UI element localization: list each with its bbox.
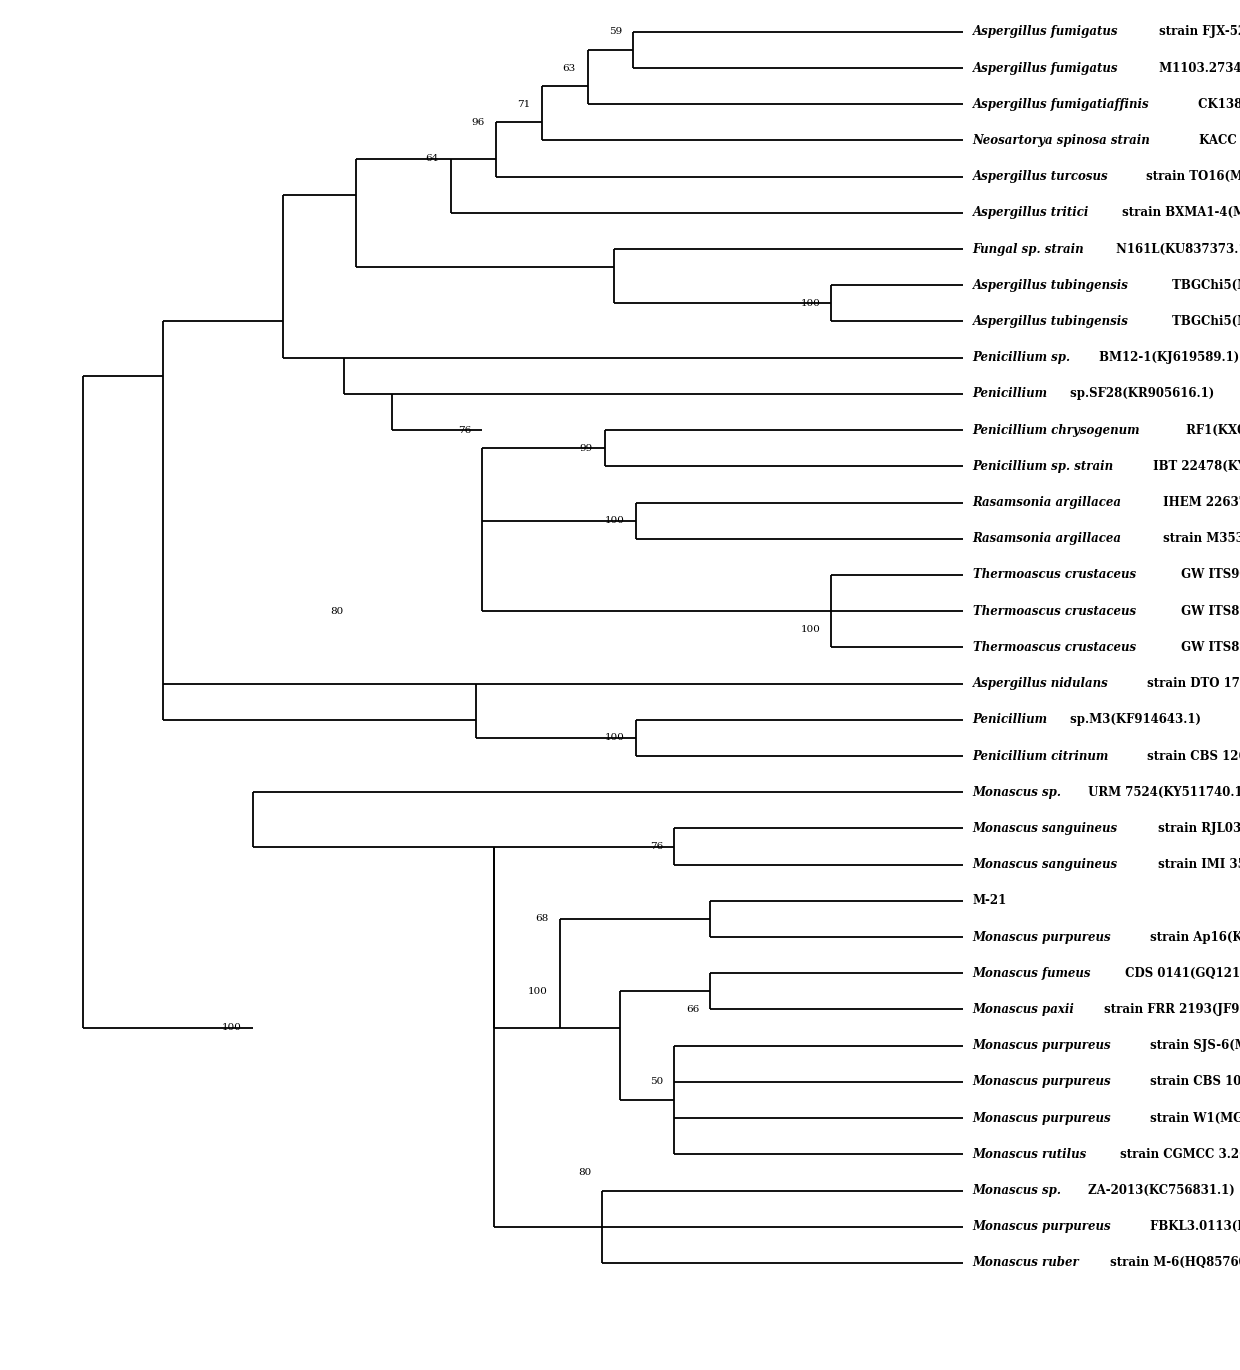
Text: ZA-2013(KC756831.1): ZA-2013(KC756831.1) bbox=[1084, 1184, 1235, 1197]
Text: M1103.2734(KJ175458.1): M1103.2734(KJ175458.1) bbox=[1154, 62, 1240, 74]
Text: Fungal sp. strain: Fungal sp. strain bbox=[972, 242, 1084, 256]
Text: strain FRR 2193(JF922051.1): strain FRR 2193(JF922051.1) bbox=[1100, 1003, 1240, 1017]
Text: Monascus purpureus: Monascus purpureus bbox=[972, 930, 1111, 944]
Text: strain Ap16(KY953214.1): strain Ap16(KY953214.1) bbox=[1146, 930, 1240, 944]
Text: strain IMI 356821(AY629428.1): strain IMI 356821(AY629428.1) bbox=[1154, 858, 1240, 871]
Text: Neosartorya spinosa strain: Neosartorya spinosa strain bbox=[972, 134, 1151, 147]
Text: Aspergillus nidulans: Aspergillus nidulans bbox=[972, 677, 1109, 690]
Text: sp.M3(KF914643.1): sp.M3(KF914643.1) bbox=[1066, 714, 1202, 726]
Text: strain SJS-6(MG050047.1): strain SJS-6(MG050047.1) bbox=[1146, 1040, 1240, 1052]
Text: sp.SF28(KR905616.1): sp.SF28(KR905616.1) bbox=[1066, 388, 1215, 400]
Text: Monascus sanguineus: Monascus sanguineus bbox=[972, 858, 1117, 871]
Text: strain FJX-52Y-2(MN588063.1): strain FJX-52Y-2(MN588063.1) bbox=[1154, 25, 1240, 38]
Text: Monascus sp.: Monascus sp. bbox=[972, 786, 1061, 799]
Text: Monascus paxii: Monascus paxii bbox=[972, 1003, 1075, 1017]
Text: 96: 96 bbox=[471, 118, 485, 127]
Text: Monascus ruber: Monascus ruber bbox=[972, 1256, 1079, 1270]
Text: Monascus sp.: Monascus sp. bbox=[972, 1184, 1061, 1197]
Text: strain TO16(MG016453.1): strain TO16(MG016453.1) bbox=[1142, 170, 1240, 184]
Text: GW ITS82(KX912071.1): GW ITS82(KX912071.1) bbox=[1177, 604, 1240, 618]
Text: 80: 80 bbox=[330, 607, 343, 615]
Text: RF1(KX011010.1): RF1(KX011010.1) bbox=[1182, 423, 1240, 437]
Text: Aspergillus tritici: Aspergillus tritici bbox=[972, 207, 1089, 219]
Text: Penicillium: Penicillium bbox=[972, 388, 1048, 400]
Text: Penicillium sp. strain: Penicillium sp. strain bbox=[972, 460, 1114, 473]
Text: 100: 100 bbox=[605, 733, 625, 743]
Text: IBT 22478(KY989173.1): IBT 22478(KY989173.1) bbox=[1149, 460, 1240, 473]
Text: Aspergillus fumigatus: Aspergillus fumigatus bbox=[972, 25, 1118, 38]
Text: Monascus purpureus: Monascus purpureus bbox=[972, 1075, 1111, 1088]
Text: 68: 68 bbox=[534, 914, 548, 923]
Text: Monascus purpureus: Monascus purpureus bbox=[972, 1040, 1111, 1052]
Text: KACC 41162(JN943590.1): KACC 41162(JN943590.1) bbox=[1195, 134, 1240, 147]
Text: 66: 66 bbox=[686, 1006, 699, 1014]
Text: FBKL3.0113(KY828866.1): FBKL3.0113(KY828866.1) bbox=[1146, 1221, 1240, 1233]
Text: Monascus rutilus: Monascus rutilus bbox=[972, 1148, 1086, 1160]
Text: GW ITS82(KX912071.1): GW ITS82(KX912071.1) bbox=[1177, 641, 1240, 653]
Text: Penicillium citrinum: Penicillium citrinum bbox=[972, 749, 1109, 763]
Text: Penicillium sp.: Penicillium sp. bbox=[972, 351, 1070, 364]
Text: Aspergillus fumigatiaffinis: Aspergillus fumigatiaffinis bbox=[972, 97, 1149, 111]
Text: 71: 71 bbox=[517, 100, 529, 108]
Text: 100: 100 bbox=[801, 299, 821, 308]
Text: IHEM 22637(GU165723.1): IHEM 22637(GU165723.1) bbox=[1159, 496, 1240, 510]
Text: Aspergillus tubingensis: Aspergillus tubingensis bbox=[972, 278, 1128, 292]
Text: strain CGMCC 3.2636(MG654471.1): strain CGMCC 3.2636(MG654471.1) bbox=[1116, 1148, 1240, 1160]
Text: 100: 100 bbox=[801, 625, 821, 634]
Text: strain CBS 109.07(KY635851.1): strain CBS 109.07(KY635851.1) bbox=[1146, 1075, 1240, 1088]
Text: strain RJL03(MG654475.1): strain RJL03(MG654475.1) bbox=[1154, 822, 1240, 834]
Text: N161L(KU837373.1): N161L(KU837373.1) bbox=[1112, 242, 1240, 256]
Text: 100: 100 bbox=[605, 516, 625, 525]
Text: Thermoascus crustaceus: Thermoascus crustaceus bbox=[972, 569, 1136, 581]
Text: Thermoascus crustaceus: Thermoascus crustaceus bbox=[972, 604, 1136, 618]
Text: 100: 100 bbox=[528, 986, 548, 996]
Text: Monascus purpureus: Monascus purpureus bbox=[972, 1221, 1111, 1233]
Text: Penicillium chrysogenum: Penicillium chrysogenum bbox=[972, 423, 1140, 437]
Text: 64: 64 bbox=[425, 153, 439, 163]
Text: Rasamsonia argillacea: Rasamsonia argillacea bbox=[972, 532, 1122, 545]
Text: URM 7524(KY511740.1): URM 7524(KY511740.1) bbox=[1084, 786, 1240, 799]
Text: M-21: M-21 bbox=[972, 895, 1007, 907]
Text: 80: 80 bbox=[578, 1167, 591, 1177]
Text: Aspergillus tubingensis: Aspergillus tubingensis bbox=[972, 315, 1128, 327]
Text: strain BXMA1-4(MH634482.1): strain BXMA1-4(MH634482.1) bbox=[1118, 207, 1240, 219]
Text: CK1389(MH474025.1): CK1389(MH474025.1) bbox=[1194, 97, 1240, 111]
Text: 76: 76 bbox=[458, 426, 471, 434]
Text: 59: 59 bbox=[609, 27, 622, 36]
Text: TBGChi5(MF143083.1): TBGChi5(MF143083.1) bbox=[1168, 315, 1240, 327]
Text: strain M3530(KC157762.1): strain M3530(KC157762.1) bbox=[1159, 532, 1240, 545]
Text: Aspergillus fumigatus: Aspergillus fumigatus bbox=[972, 62, 1118, 74]
Text: Penicillium: Penicillium bbox=[972, 714, 1048, 726]
Text: TBGChi5(MF143083.1): TBGChi5(MF143083.1) bbox=[1168, 278, 1240, 292]
Text: CDS 0141(GQ121015.1): CDS 0141(GQ121015.1) bbox=[1121, 967, 1240, 980]
Text: Monascus sanguineus: Monascus sanguineus bbox=[972, 822, 1117, 834]
Text: strain CBS 126809(MH864240.1): strain CBS 126809(MH864240.1) bbox=[1143, 749, 1240, 763]
Text: 100: 100 bbox=[222, 1023, 242, 1032]
Text: GW ITS90(KX912073.1): GW ITS90(KX912073.1) bbox=[1177, 569, 1240, 581]
Text: strain W1(MG050091.1): strain W1(MG050091.1) bbox=[1146, 1111, 1240, 1125]
Text: 50: 50 bbox=[650, 1077, 663, 1086]
Text: strain DTO 178B3(KJ775510.1): strain DTO 178B3(KJ775510.1) bbox=[1142, 677, 1240, 690]
Text: strain M-6(HQ857600.1): strain M-6(HQ857600.1) bbox=[1106, 1256, 1240, 1270]
Text: 76: 76 bbox=[650, 843, 663, 851]
Text: 99: 99 bbox=[579, 444, 593, 452]
Text: Thermoascus crustaceus: Thermoascus crustaceus bbox=[972, 641, 1136, 653]
Text: Monascus purpureus: Monascus purpureus bbox=[972, 1111, 1111, 1125]
Text: 63: 63 bbox=[563, 63, 575, 73]
Text: BM12-1(KJ619589.1): BM12-1(KJ619589.1) bbox=[1095, 351, 1240, 364]
Text: Rasamsonia argillacea: Rasamsonia argillacea bbox=[972, 496, 1122, 510]
Text: Aspergillus turcosus: Aspergillus turcosus bbox=[972, 170, 1109, 184]
Text: Monascus fumeus: Monascus fumeus bbox=[972, 967, 1091, 980]
